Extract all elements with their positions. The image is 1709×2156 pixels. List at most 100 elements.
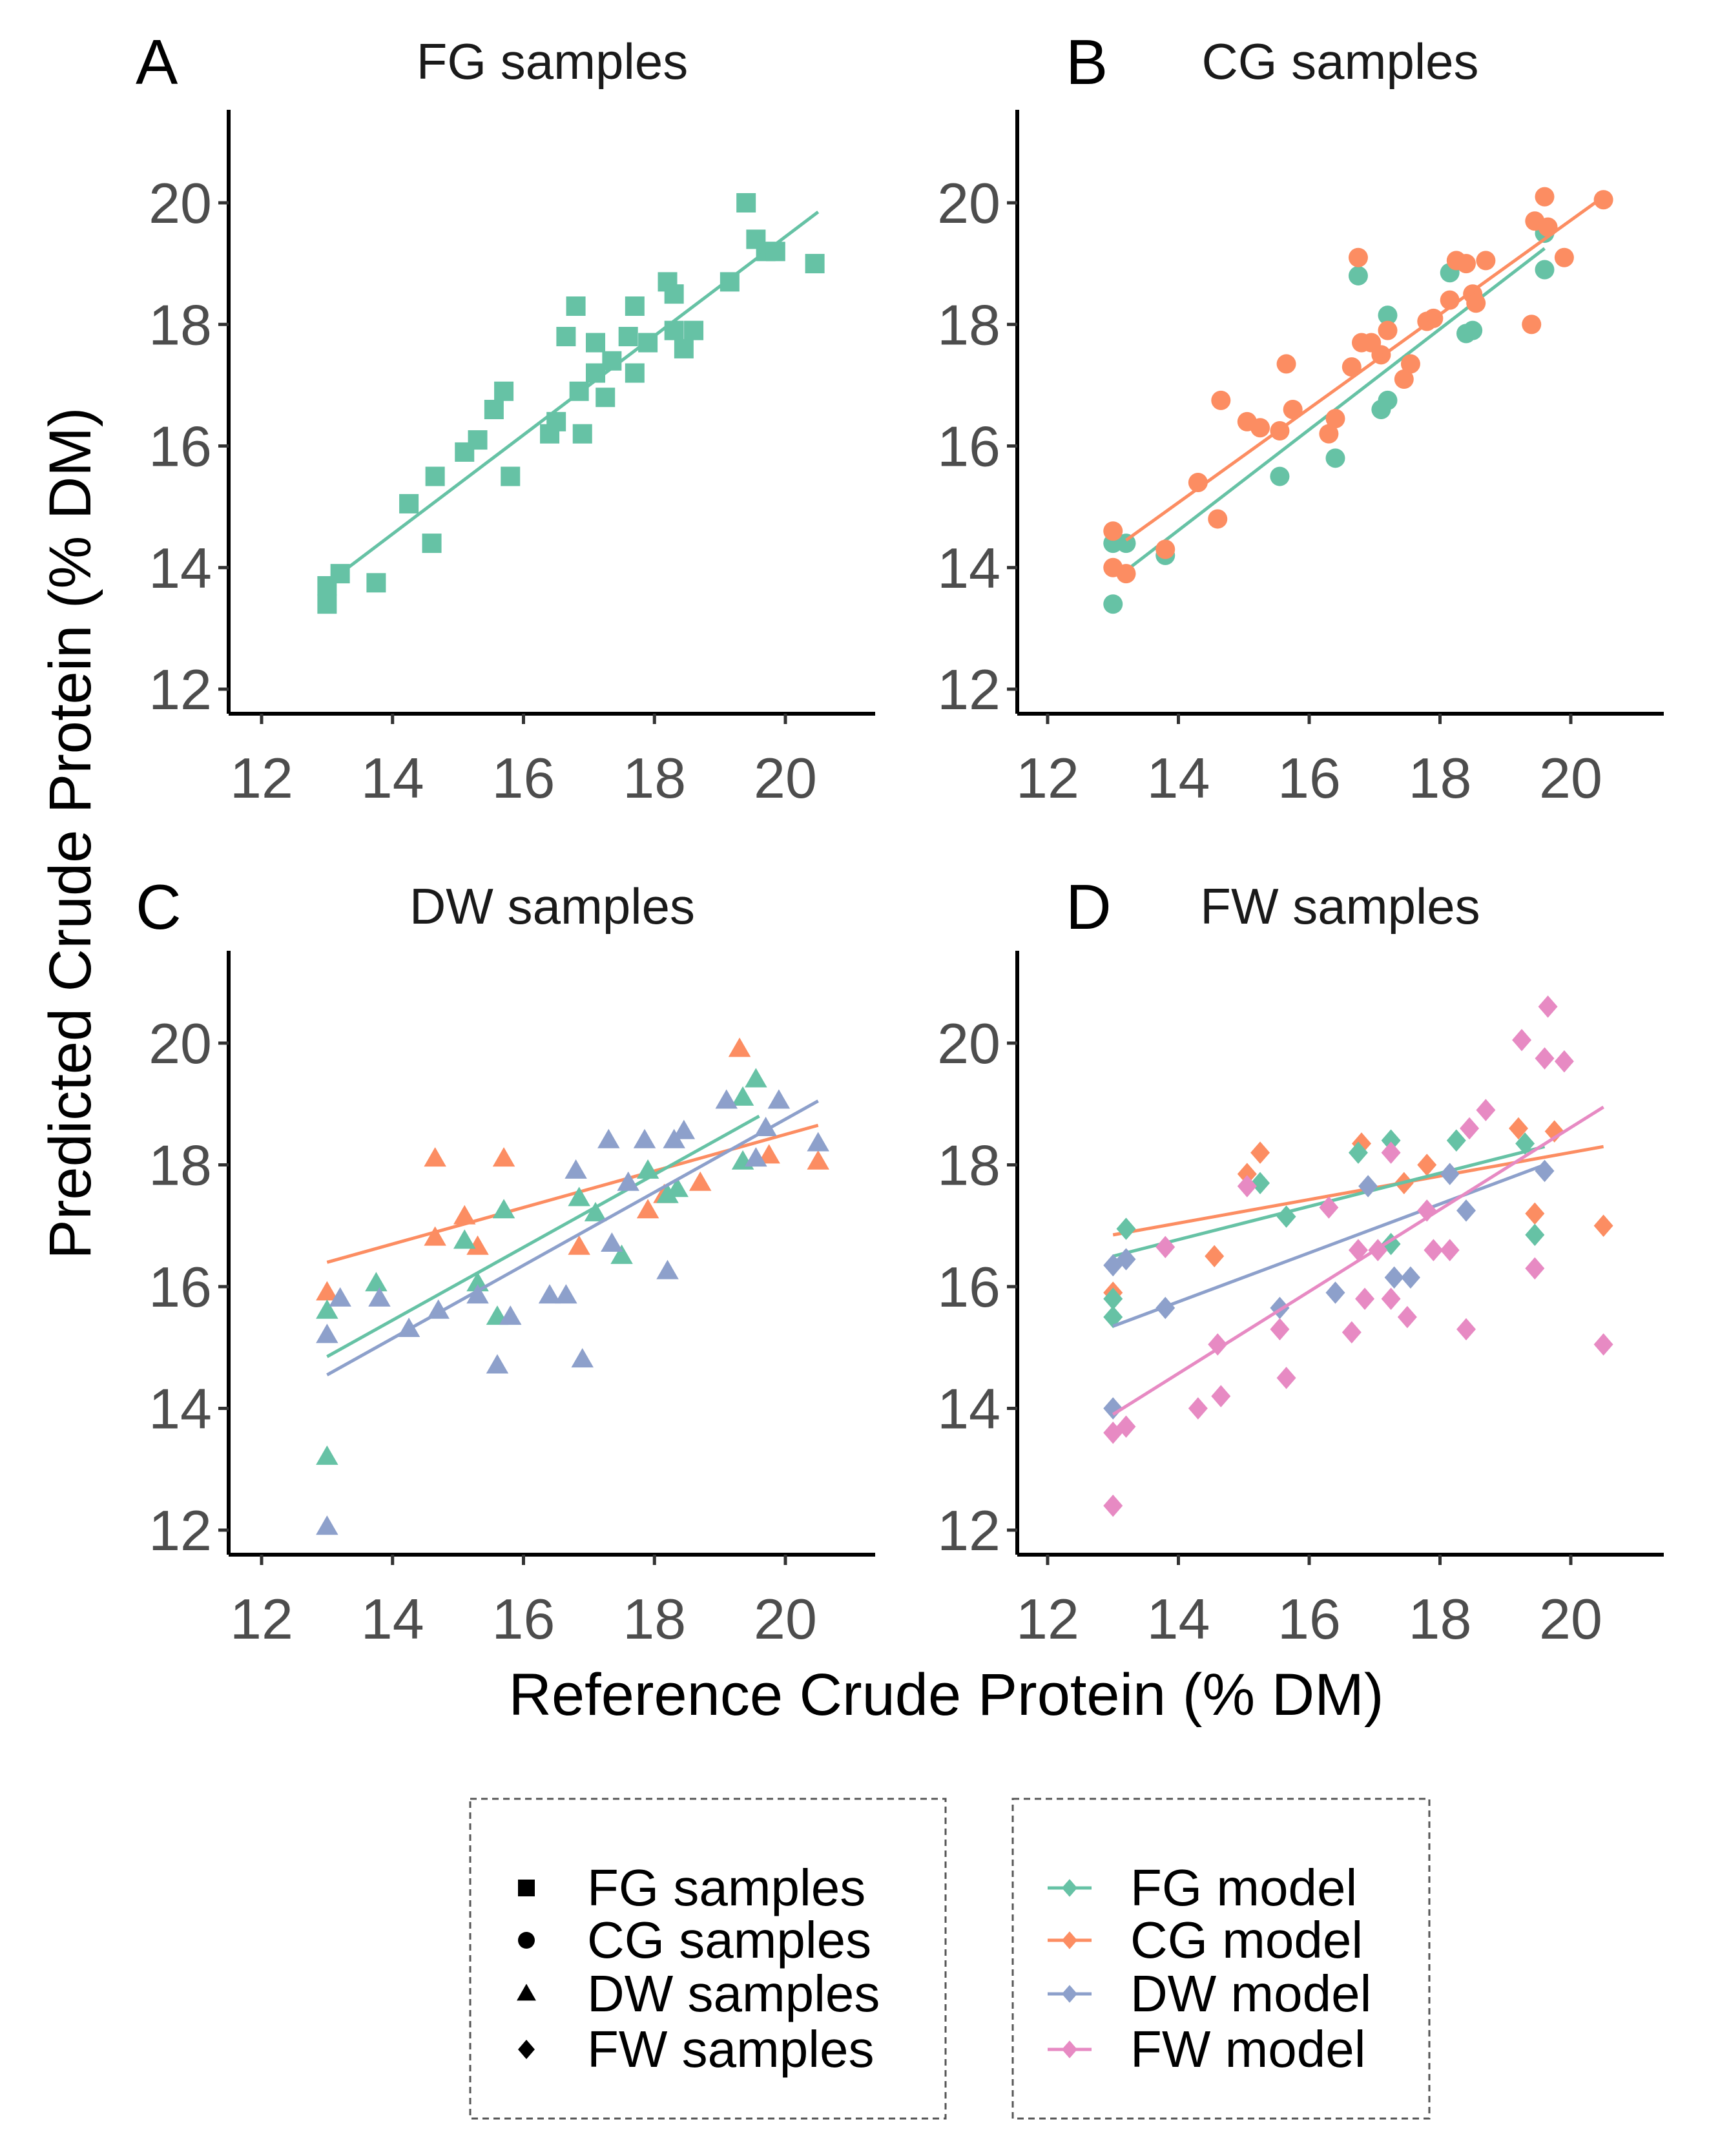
data-point <box>684 320 704 340</box>
data-point <box>1440 1239 1460 1261</box>
data-point <box>672 1119 696 1139</box>
data-point <box>453 1229 476 1249</box>
data-point <box>1417 1154 1437 1176</box>
y-tick-label: 16 <box>937 1255 1000 1319</box>
data-point <box>664 284 684 304</box>
panel-title: FW samples <box>1200 878 1480 935</box>
data-point <box>1319 1196 1339 1219</box>
y-tick-label: 14 <box>149 536 212 600</box>
data-point <box>365 1272 388 1292</box>
x-tick-label: 12 <box>230 1587 293 1651</box>
data-point <box>427 1299 450 1319</box>
panel-letter: A <box>136 26 178 98</box>
x-tick-label: 16 <box>492 746 555 810</box>
data-point <box>1116 1218 1136 1240</box>
data-point <box>1463 320 1483 340</box>
data-point <box>656 1259 679 1280</box>
x-tick-label: 16 <box>1278 1587 1341 1651</box>
data-point <box>596 388 616 408</box>
data-point <box>1355 1287 1375 1311</box>
y-tick-label: 18 <box>149 293 212 357</box>
y-tick-label: 14 <box>149 1377 212 1441</box>
data-point <box>1270 1318 1290 1341</box>
data-point <box>466 1235 489 1255</box>
series-fg-model <box>316 1068 767 1465</box>
data-point <box>1593 1214 1613 1237</box>
data-point <box>1525 1202 1545 1225</box>
data-point <box>1341 1321 1362 1343</box>
data-point <box>1446 1129 1466 1152</box>
data-point <box>636 1199 659 1219</box>
data-point <box>486 1354 509 1374</box>
data-point <box>499 1305 522 1325</box>
legend-label: FG samples <box>587 1859 865 1916</box>
data-point <box>316 1323 338 1343</box>
data-point <box>1476 251 1496 271</box>
y-tick-label: 12 <box>937 658 1000 721</box>
data-point <box>758 1144 780 1164</box>
data-point <box>1116 1248 1136 1270</box>
y-tick-label: 14 <box>937 1377 1000 1441</box>
data-point <box>422 534 442 554</box>
legend-label: FW model <box>1130 2020 1366 2078</box>
y-tick-label: 20 <box>937 1011 1000 1075</box>
data-point <box>317 594 337 614</box>
regression-line <box>1112 1105 1604 1416</box>
data-point <box>1325 409 1345 429</box>
data-point <box>666 1177 689 1197</box>
data-point <box>1116 564 1136 584</box>
data-point <box>731 1086 754 1106</box>
data-point <box>1358 1175 1378 1197</box>
data-point <box>1381 1287 1401 1311</box>
data-point <box>807 1132 829 1152</box>
legend-samples-box <box>469 1798 947 2120</box>
data-point <box>366 573 386 593</box>
data-point <box>1325 448 1345 468</box>
data-point <box>1319 424 1339 444</box>
data-point <box>767 1089 791 1109</box>
y-tick-label: 20 <box>937 171 1000 235</box>
x-tick-label: 20 <box>1539 746 1602 810</box>
data-point <box>1211 390 1231 410</box>
y-tick-label: 20 <box>149 171 212 235</box>
data-point <box>1554 247 1574 267</box>
legend-key-cg-icon <box>1062 1931 1077 1949</box>
data-point <box>754 1116 777 1136</box>
data-point <box>1400 1266 1420 1289</box>
x-tick-label: 14 <box>361 746 424 810</box>
data-point <box>745 1068 767 1088</box>
panel-letter: C <box>136 871 181 942</box>
legend-marker-circle-icon <box>518 1932 535 1949</box>
data-point <box>618 327 638 347</box>
y-tick-label: 18 <box>937 1134 1000 1197</box>
x-tick-label: 20 <box>754 746 817 810</box>
y-tick-label: 16 <box>937 415 1000 479</box>
data-point <box>586 333 606 353</box>
panels: A FG samples 12 14 16 18 20 12 14 16 18 20 B CG sampl… <box>136 26 1664 1651</box>
y-tick-label: 12 <box>149 1498 212 1562</box>
data-point <box>316 1515 338 1535</box>
data-point <box>1400 354 1420 374</box>
data-point <box>1522 315 1542 335</box>
y-tick-label: 12 <box>149 658 212 721</box>
regression-line <box>1112 1163 1546 1328</box>
x-tick-label: 16 <box>492 1587 555 1651</box>
legend-marker-triangle-icon <box>517 1984 536 2001</box>
legend-models-box <box>1011 1798 1431 2120</box>
data-point <box>1348 265 1368 285</box>
y-tick-label: 18 <box>149 1134 212 1197</box>
data-point <box>597 1128 620 1148</box>
regression-line <box>1125 195 1605 542</box>
data-point <box>1348 1239 1368 1261</box>
data-point <box>1341 357 1362 377</box>
legend-marker-square-icon <box>518 1880 535 1896</box>
data-point <box>1103 1397 1123 1420</box>
panel-title: CG samples <box>1201 33 1478 90</box>
data-point <box>1381 1129 1401 1152</box>
x-tick-label: 18 <box>1409 1587 1472 1651</box>
legend-label: FW samples <box>587 2020 875 2078</box>
x-tick-label: 16 <box>1278 746 1341 810</box>
data-point <box>1535 187 1555 207</box>
data-point <box>1424 1239 1444 1261</box>
data-point <box>1103 1305 1123 1329</box>
